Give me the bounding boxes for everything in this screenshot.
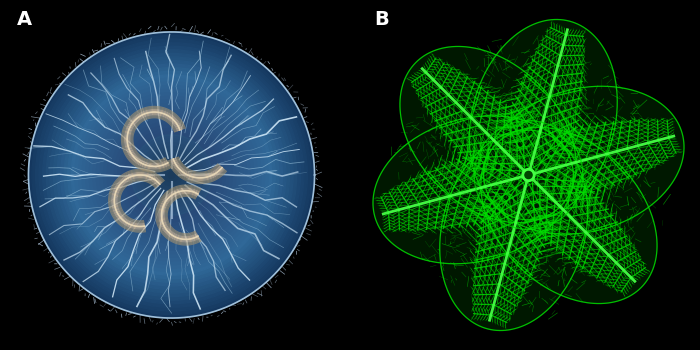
Circle shape [168, 172, 175, 178]
Circle shape [111, 114, 232, 236]
Circle shape [71, 75, 272, 275]
Polygon shape [373, 116, 573, 264]
Circle shape [161, 164, 182, 186]
Circle shape [118, 121, 225, 229]
Circle shape [53, 57, 290, 293]
Circle shape [121, 125, 222, 225]
Circle shape [29, 32, 314, 318]
Circle shape [143, 146, 200, 204]
Circle shape [129, 132, 214, 218]
Circle shape [46, 50, 297, 300]
Circle shape [36, 39, 307, 311]
Text: B: B [374, 10, 388, 29]
Circle shape [61, 64, 282, 286]
Circle shape [75, 78, 268, 272]
Circle shape [78, 82, 265, 268]
Circle shape [150, 154, 193, 196]
Polygon shape [470, 20, 617, 220]
Circle shape [43, 46, 300, 304]
Circle shape [114, 118, 229, 232]
Circle shape [82, 86, 261, 264]
Circle shape [93, 96, 250, 254]
Circle shape [32, 36, 311, 314]
Circle shape [97, 100, 246, 250]
Circle shape [153, 157, 190, 193]
Circle shape [89, 93, 253, 257]
Circle shape [125, 128, 218, 222]
Circle shape [57, 61, 286, 289]
Circle shape [132, 136, 211, 214]
Circle shape [522, 169, 535, 181]
Polygon shape [484, 86, 684, 234]
Circle shape [104, 107, 239, 243]
Circle shape [107, 111, 236, 239]
Circle shape [68, 71, 275, 279]
Polygon shape [400, 47, 576, 223]
Circle shape [100, 104, 243, 246]
Circle shape [85, 89, 258, 261]
Circle shape [139, 143, 204, 207]
Circle shape [64, 68, 279, 282]
Circle shape [50, 54, 293, 296]
Polygon shape [481, 127, 657, 303]
Circle shape [158, 161, 186, 189]
Circle shape [136, 139, 207, 211]
Text: A: A [17, 10, 32, 29]
Circle shape [164, 168, 178, 182]
Circle shape [525, 172, 532, 178]
Polygon shape [440, 130, 587, 330]
Circle shape [146, 150, 197, 200]
Circle shape [39, 43, 304, 307]
Circle shape [132, 135, 211, 215]
